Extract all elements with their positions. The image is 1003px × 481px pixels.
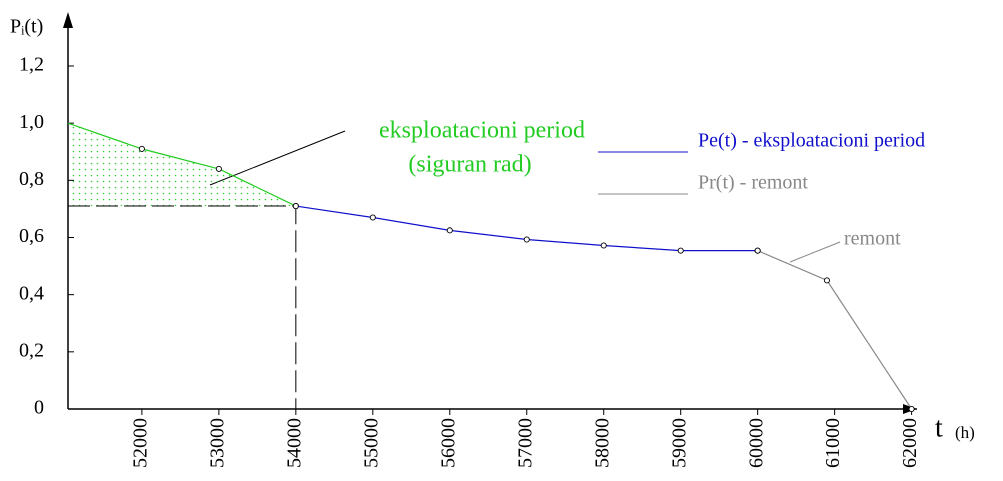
point <box>138 145 145 152</box>
legend-label: Pe(t) - eksploatacioni period <box>698 130 925 152</box>
y-tick-label: 0 <box>34 397 44 419</box>
point <box>823 277 830 284</box>
y-tick-label: 1,0 <box>19 111 44 133</box>
legend-label: Pr(t) - remont <box>698 172 808 194</box>
point <box>677 247 684 254</box>
y-tick-label: 0,8 <box>19 168 44 190</box>
point <box>292 203 299 210</box>
x-axis-unit: (h) <box>955 423 975 442</box>
point <box>523 236 530 243</box>
guide-line <box>68 205 297 409</box>
area <box>68 123 296 207</box>
x-tick-label: 56000 <box>437 418 459 468</box>
x-tick-label: 55000 <box>360 418 382 468</box>
x-tick-label: 61000 <box>822 418 844 468</box>
x-tick-label: 54000 <box>283 418 305 468</box>
x-tick-label: 52000 <box>129 418 151 468</box>
y-tick-label: 1,2 <box>19 54 44 76</box>
annotation: (siguran rad) <box>408 152 531 178</box>
point <box>369 214 376 221</box>
x-tick-label: 60000 <box>745 418 767 468</box>
point <box>754 247 761 254</box>
y-tick-label: 0,4 <box>19 282 44 304</box>
point <box>215 165 222 172</box>
annotation: eksploatacioni period <box>379 118 585 144</box>
x-tick-label: 59000 <box>668 418 690 468</box>
x-tick-label: 57000 <box>514 418 536 468</box>
y-axis-arrow <box>63 12 73 28</box>
series-line <box>295 205 758 252</box>
point <box>446 227 453 234</box>
series-line <box>757 250 913 410</box>
x-tick-label: 53000 <box>206 418 228 468</box>
point <box>600 242 607 249</box>
x-tick-label: 62000 <box>899 418 921 468</box>
annotation: remont <box>844 228 901 250</box>
point <box>908 405 915 413</box>
x-axis-label: t <box>935 412 943 443</box>
leader-line <box>789 241 841 263</box>
y-tick-label: 0,6 <box>19 225 44 247</box>
y-axis-label: Pᵢ(t) <box>10 16 43 38</box>
series-line <box>67 122 297 207</box>
x-tick-label: 58000 <box>591 418 613 468</box>
y-tick-label: 0,2 <box>19 339 44 361</box>
